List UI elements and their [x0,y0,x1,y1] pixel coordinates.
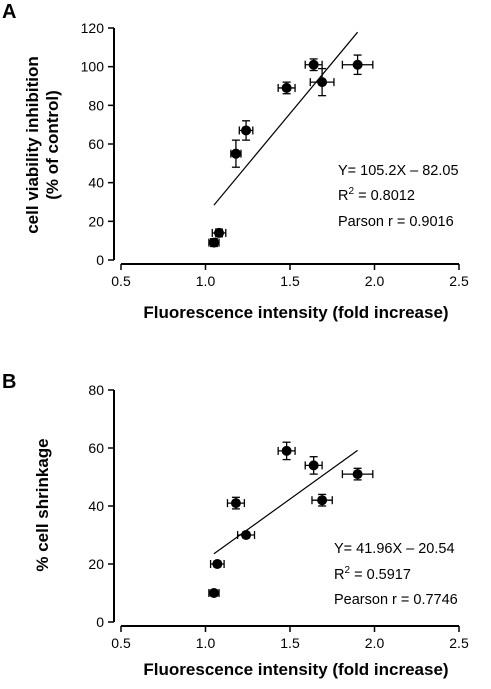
panel-a-equation: Y= 105.2X – 82.05 [338,163,459,179]
panel-b-x-tick-label: 1.0 [196,635,216,651]
panel-a-fit-line [213,31,359,206]
panel-b-y-tick-label: 40 [88,498,104,514]
panel-b-pearson-r: Pearson r = 0.7746 [334,592,458,608]
panel-a-data-point [208,237,219,248]
panel-a-y-tick-label: 20 [88,213,104,229]
panel-a-x-tick-label: 2.5 [449,273,469,289]
panel-a-data-point [352,59,363,70]
panel-a-y-tick-label: 40 [88,175,104,191]
panel-a-letter: A [2,1,16,23]
panel-a-y-tick-label: 0 [96,252,104,268]
panel-a-data-point [230,148,241,159]
panel-b-x-tick-label: 0.5 [111,635,131,651]
panel-a-y-tick-label: 60 [88,136,104,152]
panel-b-data-point [317,495,328,506]
panel-a-y-axis-title: cell viability inhibition (% of control) [23,56,62,234]
panel-a-r-squared: R2 = 0.8012 [338,186,415,204]
panel-a-data-point [241,125,252,136]
panel-b-y-tick-label: 0 [96,614,104,630]
panel-b-letter: B [2,371,16,393]
panel-a-y-tick-label: 80 [88,97,104,113]
plot-b: 0 20 40 60 80 0.5 1.0 1.5 2.0 2.5 [88,382,469,651]
panel-a-x-tick-label: 0.5 [111,273,131,289]
panel-b-x-tick-label: 1.5 [280,635,300,651]
panel-b-data-point [308,460,319,471]
panel-b-y-tick-label: 60 [88,440,104,456]
panel-a-x-tick-label: 1.0 [196,273,216,289]
panel-b-stats: Y= 41.96X – 20.54 R2 = 0.5917 Pearson r … [334,541,458,608]
panel-b-data-point [281,445,292,456]
panel-b-data-point [208,588,219,598]
panel-a-data-point [317,77,328,88]
panel-b-data-point [241,530,252,540]
panel-b-data-point [352,469,363,480]
panel-b-x-tick-label: 2.5 [449,635,469,651]
panel-b-equation: Y= 41.96X – 20.54 [334,541,455,557]
panel-a-y-tick-label: 120 [81,20,105,36]
panel-a-pearson-r: Parson r = 0.9016 [338,214,454,230]
panel-b-r-squared: R2 = 0.5917 [334,565,411,583]
panel-a-data-point [214,227,225,238]
panel-b-y-tick-label: 80 [88,382,104,398]
panel-b-y-axis-title-line-1: % cell shrinkage [33,438,52,571]
panel-b-x-axis-title: Fluorescence intensity (fold increase) [143,660,448,679]
panel-b-data-point [230,498,241,509]
panel-a-data-point [281,82,292,93]
panel-b-y-axis-title: % cell shrinkage [33,438,52,571]
plot-a: 0 20 40 60 80 100 120 0.5 1.0 1.5 2.0 2.5 [81,20,469,289]
panel-a: A 0 20 40 60 80 100 120 0.5 1.0 1.5 2.0 2.5 Fluores… [2,1,469,322]
panel-a-x-tick-label: 2.0 [365,273,385,289]
panel-a-data-point [308,59,319,70]
panel-a-y-axis-title-line-2: (% of control) [43,90,62,200]
panel-a-x-axis-title: Fluorescence intensity (fold increase) [143,303,448,322]
panel-a-y-axis-title-line-1: cell viability inhibition [23,56,42,234]
panel-a-y-tick-label: 100 [81,59,105,75]
panel-a-x-tick-label: 1.5 [280,273,300,289]
panel-a-stats: Y= 105.2X – 82.05 R2 = 0.8012 Parson r =… [338,163,459,230]
panel-b: B 0 20 40 60 80 0.5 1.0 1.5 2.0 2.5 Fluorescence … [2,371,469,679]
panel-b-data-point [212,559,223,569]
panel-b-x-tick-label: 2.0 [365,635,385,651]
panel-b-y-tick-label: 20 [88,556,104,572]
